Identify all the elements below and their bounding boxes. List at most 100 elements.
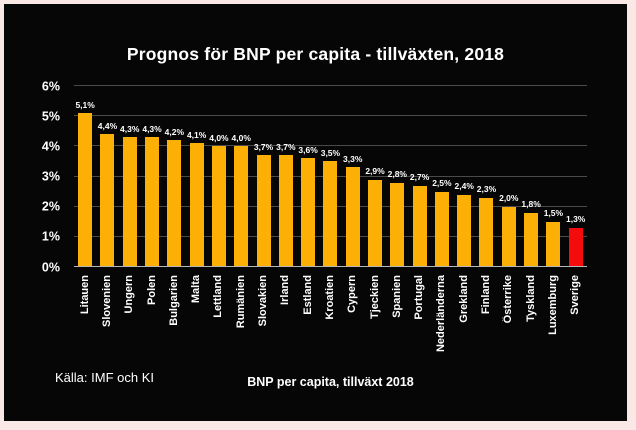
bar-kroatien bbox=[323, 161, 338, 267]
bar-slot: 5,1% bbox=[74, 86, 96, 267]
bar-value-label: 4,2% bbox=[164, 126, 185, 137]
x-label-cell: Slovenien bbox=[96, 271, 118, 371]
x-label-cell: Luxemburg bbox=[542, 271, 564, 371]
bar-tyskland bbox=[524, 212, 539, 267]
bar-value-label: 4,0% bbox=[231, 132, 251, 143]
x-label-cell: Spanien bbox=[386, 271, 408, 371]
bar-slot: 2,0% bbox=[498, 86, 520, 267]
x-category-label: Finland bbox=[479, 275, 492, 315]
x-label-cell: Nederländerna bbox=[431, 271, 453, 371]
x-category-label: Polen bbox=[145, 275, 158, 305]
y-tick-label: 0% bbox=[41, 259, 60, 274]
x-label-cell: Polen bbox=[141, 271, 163, 371]
bar-value-label: 2,4% bbox=[454, 181, 474, 192]
x-label-cell: Grekland bbox=[453, 271, 475, 371]
x-label-cell: Österrike bbox=[498, 271, 520, 371]
bar-slot: 1,3% bbox=[565, 86, 587, 267]
gridline bbox=[74, 145, 587, 147]
x-category-label: Tjeckien bbox=[368, 275, 381, 320]
bar-slovenien bbox=[100, 134, 115, 267]
bar-value-label: 1,8% bbox=[521, 199, 541, 210]
bar-slot: 3,7% bbox=[275, 86, 297, 267]
x-label-cell: Litauen bbox=[74, 271, 96, 371]
x-category-label: Kroatien bbox=[323, 275, 336, 320]
x-label-cell: Tjeckien bbox=[364, 271, 386, 371]
bar-ungern bbox=[122, 137, 137, 267]
gridline bbox=[74, 85, 587, 86]
bar-luxemburg bbox=[546, 221, 561, 267]
bar-value-label: 1,5% bbox=[543, 208, 564, 219]
x-category-label: Slovenien bbox=[100, 275, 113, 327]
bar-slot: 4,4% bbox=[96, 86, 118, 267]
chart-title: Prognos för BNP per capita - tillväxten,… bbox=[126, 44, 505, 64]
x-label-cell: Finland bbox=[475, 271, 497, 371]
plot-area: 5,1% 4,4% 4,3% 4,3% 4,2% 4,1% 4,0% 4,0% 3,7% 3,7%… bbox=[74, 85, 587, 267]
bar-spanien bbox=[390, 182, 405, 267]
bar-slot: 2,3% bbox=[475, 86, 497, 267]
x-label-cell: Irland bbox=[275, 271, 297, 371]
bar-tjeckien bbox=[368, 179, 382, 267]
y-tick-label: 6% bbox=[41, 78, 60, 93]
bar-polen bbox=[145, 137, 160, 267]
x-label-cell: Kroatien bbox=[319, 271, 341, 371]
x-category-label: Malta bbox=[190, 275, 203, 304]
x-label-cell: Slovakien bbox=[252, 271, 274, 371]
x-label-cell: Sverige bbox=[565, 271, 587, 371]
x-category-label: Rumänien bbox=[234, 275, 247, 329]
y-tick-label: 1% bbox=[41, 229, 60, 244]
x-label-cell: Malta bbox=[185, 271, 207, 371]
x-category-label: Spanien bbox=[390, 275, 403, 318]
bar-österrike bbox=[501, 206, 516, 267]
x-category-label: Tyskland bbox=[524, 275, 537, 322]
y-tick-label: 2% bbox=[41, 199, 60, 214]
gridline bbox=[74, 115, 587, 117]
bar-malta bbox=[189, 143, 204, 267]
bar-slot: 3,3% bbox=[342, 86, 364, 267]
bar-value-label: 1,3% bbox=[565, 214, 586, 225]
bar-value-label: 2,0% bbox=[499, 193, 519, 204]
bar-value-label: 2,9% bbox=[365, 166, 385, 177]
y-tick-label: 3% bbox=[41, 169, 60, 184]
bar-slot: 4,0% bbox=[230, 86, 252, 267]
x-axis-category-labels: Litauen Slovenien Ungern Polen Bulgarien Malt… bbox=[74, 271, 587, 371]
y-tick-label: 4% bbox=[41, 139, 60, 154]
bar-value-label: 3,7% bbox=[276, 141, 296, 152]
source-note: Källa: IMF och KI bbox=[55, 370, 154, 385]
bar-slot: 3,7% bbox=[252, 86, 274, 267]
bar-slot: 1,8% bbox=[520, 86, 542, 267]
bar-value-label: 4,4% bbox=[97, 120, 118, 131]
x-category-label: Österrike bbox=[502, 275, 515, 324]
bar-finland bbox=[479, 197, 494, 267]
bar-value-label: 3,3% bbox=[343, 153, 363, 164]
x-label-cell: Ungern bbox=[119, 271, 141, 371]
bar-slot: 2,5% bbox=[431, 86, 453, 267]
x-label-cell: Cypern bbox=[342, 271, 364, 371]
x-category-label: Sverige bbox=[569, 275, 582, 315]
bar-value-label: 2,5% bbox=[432, 178, 452, 189]
x-label-cell: Rumänien bbox=[230, 271, 252, 371]
bar-estland bbox=[301, 158, 316, 267]
bar-value-label: 2,8% bbox=[387, 169, 407, 180]
bar-slot: 4,1% bbox=[185, 86, 207, 267]
x-label-cell: Estland bbox=[297, 271, 319, 371]
x-category-label: Bulgarien bbox=[167, 275, 180, 326]
bar-value-label: 3,6% bbox=[298, 144, 318, 155]
bar-slot: 3,5% bbox=[319, 86, 341, 267]
bar-value-label: 4,3% bbox=[120, 123, 140, 134]
bar-slovakien bbox=[256, 155, 271, 267]
bar-value-label: 4,3% bbox=[142, 123, 162, 134]
bar-slot: 4,3% bbox=[119, 86, 141, 267]
bar-portugal bbox=[412, 185, 427, 267]
bar-value-label: 4,0% bbox=[209, 132, 229, 143]
bar-slot: 1,5% bbox=[542, 86, 564, 267]
bar-value-label: 3,5% bbox=[320, 147, 341, 158]
bar-grekland bbox=[457, 194, 472, 267]
x-category-label: Cypern bbox=[346, 275, 359, 313]
bars-row: 5,1% 4,4% 4,3% 4,3% 4,2% 4,1% 4,0% 4,0% 3,7% 3,7%… bbox=[74, 86, 587, 267]
bar-sverige bbox=[568, 227, 583, 267]
x-category-label: Luxemburg bbox=[546, 275, 559, 335]
bar-rumänien bbox=[234, 146, 249, 267]
y-tick-label: 5% bbox=[41, 108, 60, 123]
x-category-label: Slovakien bbox=[257, 275, 270, 327]
x-axis-title: BNP per capita, tillväxt 2018 bbox=[247, 375, 414, 389]
